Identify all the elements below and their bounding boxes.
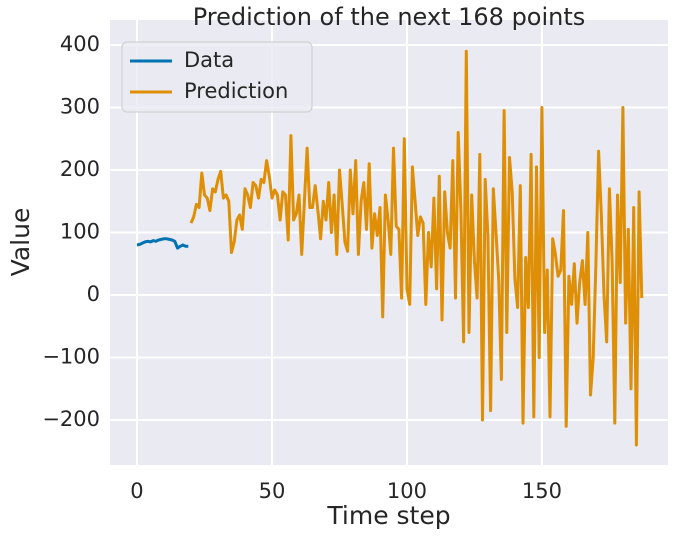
y-tick-label: 0 [87, 282, 100, 306]
y-axis-label: Value [6, 208, 35, 277]
x-axis-label: Time step [326, 501, 450, 530]
legend-label: Data [184, 48, 234, 72]
y-tick-label: −100 [42, 345, 100, 369]
x-tick-label: 0 [130, 479, 143, 503]
x-tick-label: 50 [259, 479, 286, 503]
series-line [136, 237, 189, 250]
y-tick-label: 300 [60, 95, 100, 119]
y-tick-label: −200 [42, 407, 100, 431]
y-tick-label: 100 [60, 220, 100, 244]
y-tick-label: 200 [60, 157, 100, 181]
legend-label: Prediction [184, 79, 288, 103]
chart-title: Prediction of the next 168 points [193, 3, 586, 31]
x-tick-label: 150 [522, 479, 562, 503]
series-line [189, 49, 644, 447]
y-tick-label: 400 [60, 32, 100, 56]
x-tick-label: 100 [387, 479, 427, 503]
